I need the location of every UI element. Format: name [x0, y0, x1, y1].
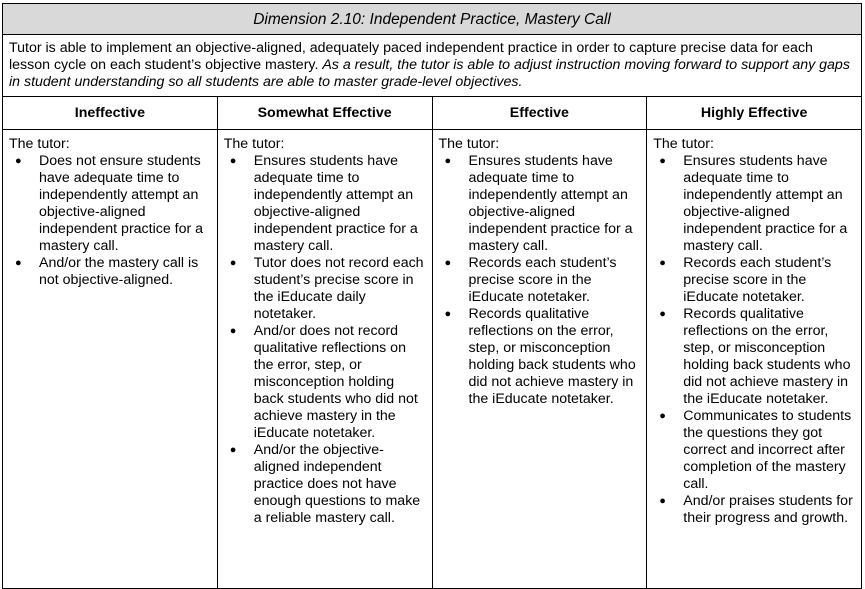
- criteria-item: Records qualitative reflections on the e…: [659, 306, 855, 408]
- criteria-item: Records each student’s precise score in …: [659, 255, 855, 306]
- cell-somewhat-effective: The tutor:Ensures students have adequate…: [216, 129, 433, 589]
- criteria-item: Communicates to students the questions t…: [659, 408, 855, 493]
- header-highly-effective: Highly Effective: [646, 96, 862, 130]
- cell-intro: The tutor:: [438, 136, 500, 152]
- rubric-table: Dimension 2.10: Independent Practice, Ma…: [2, 3, 862, 589]
- header-somewhat-effective: Somewhat Effective: [216, 96, 433, 130]
- criteria-item: And/or does not record qualitative refle…: [230, 323, 426, 442]
- description-text: Tutor is able to implement an objective-…: [9, 40, 813, 73]
- criteria-item: Records qualitative reflections on the e…: [445, 306, 641, 408]
- criteria-list: Does not ensure students have adequate t…: [9, 153, 211, 289]
- criteria-item: Ensures students have adequate time to i…: [230, 153, 426, 255]
- criteria-item: Records each student’s precise score in …: [445, 255, 641, 306]
- header-ineffective: Ineffective: [2, 96, 218, 130]
- cell-ineffective: The tutor:Does not ensure students have …: [2, 129, 218, 589]
- criteria-item: And/or the mastery call is not objective…: [15, 255, 211, 289]
- criteria-list: Ensures students have adequate time to i…: [653, 153, 855, 527]
- criteria-item: And/or praises students for their progre…: [659, 493, 855, 527]
- criteria-item: Ensures students have adequate time to i…: [445, 153, 641, 255]
- rating-body-row: The tutor:Does not ensure students have …: [2, 129, 862, 589]
- rating-header-row: Ineffective Somewhat Effective Effective Hi…: [2, 96, 862, 130]
- dimension-description: Tutor is able to implement an objective-…: [2, 34, 862, 97]
- cell-effective: The tutor:Ensures students have adequate…: [431, 129, 648, 589]
- cell-highly-effective: The tutor:Ensures students have adequate…: [646, 129, 862, 589]
- cell-intro: The tutor:: [9, 136, 70, 152]
- criteria-item: Tutor does not record each student’s pre…: [230, 255, 426, 323]
- criteria-list: Ensures students have adequate time to i…: [224, 153, 426, 527]
- criteria-list: Ensures students have adequate time to i…: [439, 153, 641, 408]
- criteria-item: Does not ensure students have adequate t…: [15, 153, 211, 255]
- criteria-item: And/or the objective-aligned independent…: [230, 442, 426, 527]
- header-effective: Effective: [431, 96, 648, 130]
- description-italic-text: As a result, the tutor is able to adjust…: [9, 57, 850, 90]
- cell-intro: The tutor:: [223, 136, 285, 152]
- criteria-item: Ensures students have adequate time to i…: [659, 153, 855, 255]
- dimension-title: Dimension 2.10: Independent Practice, Ma…: [2, 3, 862, 35]
- cell-intro: The tutor:: [653, 136, 714, 152]
